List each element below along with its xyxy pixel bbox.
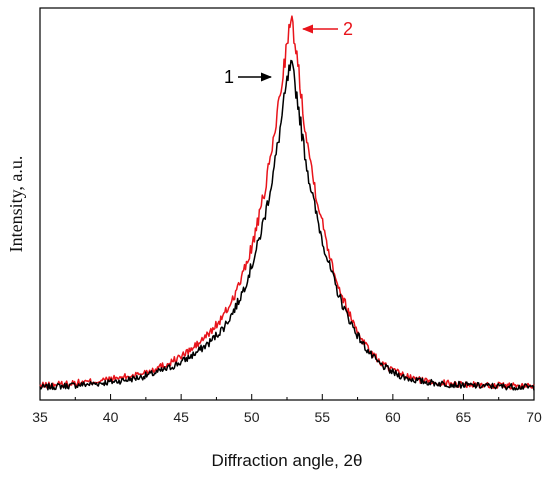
annotation-label-1: 1 — [224, 67, 234, 87]
x-tick-label: 55 — [314, 409, 330, 425]
x-ticks: 35 40 45 50 55 60 65 70 — [32, 394, 542, 425]
annotations: 12 — [224, 19, 353, 87]
x-tick-label: 50 — [244, 409, 260, 425]
x-tick-label: 35 — [32, 409, 48, 425]
x-tick-label: 65 — [456, 409, 472, 425]
x-tick-label: 45 — [173, 409, 189, 425]
series-layer — [39, 15, 535, 391]
annotation-label-2: 2 — [343, 19, 353, 39]
series-line-1 — [39, 59, 535, 391]
x-tick-label: 40 — [103, 409, 119, 425]
plot-frame — [39, 7, 535, 401]
series-line-2 — [39, 15, 535, 390]
x-axis-title: Diffraction angle, 2θ — [212, 451, 363, 470]
x-tick-label: 70 — [526, 409, 542, 425]
x-tick-label: 60 — [385, 409, 401, 425]
y-axis-title: Intensity, a.u. — [6, 156, 26, 253]
